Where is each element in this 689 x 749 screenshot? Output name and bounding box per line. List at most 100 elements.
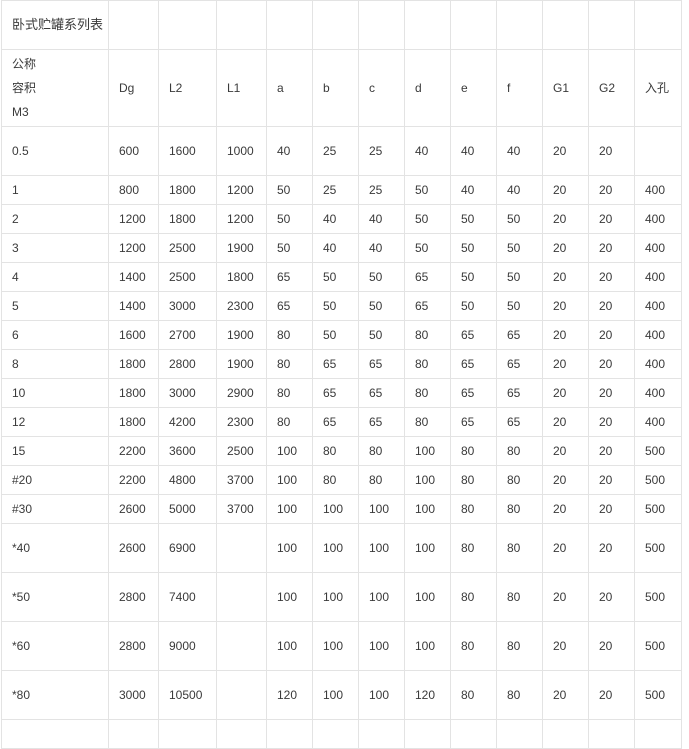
table-cell: 4800 <box>158 465 217 495</box>
table-cell: 2700 <box>158 320 217 350</box>
empty-cell <box>588 719 635 749</box>
table-cell: 2500 <box>216 436 267 466</box>
table-cell: 50 <box>450 204 497 234</box>
table-row: 1 800 1800 1200 50 25 25 50 40 40 20 20 400 <box>1 175 682 205</box>
table-cell: 400 <box>634 233 682 263</box>
table-cell: 2500 <box>158 262 217 292</box>
table-cell: 2800 <box>108 572 159 622</box>
table-cell: 400 <box>634 204 682 234</box>
table-cell: 65 <box>496 378 543 408</box>
table-cell: 65 <box>312 378 359 408</box>
table-cell: 100 <box>266 523 313 573</box>
table-cell: 3600 <box>158 436 217 466</box>
empty-cell <box>542 719 589 749</box>
table-cell: 50 <box>358 262 405 292</box>
table-cell: 100 <box>358 621 405 671</box>
table-cell: 3000 <box>108 670 159 720</box>
table-cell: 20 <box>542 175 589 205</box>
table-cell: 65 <box>312 407 359 437</box>
volume-cell: 10 <box>1 378 109 408</box>
header-cell: G1 <box>542 49 589 127</box>
table-cell: 65 <box>358 378 405 408</box>
table-cell <box>216 670 267 720</box>
table-cell: 50 <box>266 175 313 205</box>
table-cell: 1600 <box>158 126 217 176</box>
table-cell: 500 <box>634 465 682 495</box>
table-row: 10 1800 3000 2900 80 65 65 80 65 65 20 20 400 <box>1 378 682 408</box>
table-cell: 20 <box>588 465 635 495</box>
header-cell: G2 <box>588 49 635 127</box>
table-cell: 80 <box>266 349 313 379</box>
title-row: 卧式贮罐系列表 <box>1 0 682 50</box>
table-title: 卧式贮罐系列表 <box>1 0 109 50</box>
table-cell: 65 <box>450 378 497 408</box>
volume-cell: 2 <box>1 204 109 234</box>
table-cell: 100 <box>312 670 359 720</box>
table-cell: 50 <box>404 175 451 205</box>
table-cell: 20 <box>542 126 589 176</box>
table-cell: 500 <box>634 621 682 671</box>
table-cell: 20 <box>542 291 589 321</box>
table-cell: 20 <box>542 407 589 437</box>
table-cell: 80 <box>404 407 451 437</box>
table-cell: 80 <box>358 465 405 495</box>
table-cell: 100 <box>266 465 313 495</box>
table-cell: 25 <box>312 175 359 205</box>
header-cell: L2 <box>158 49 217 127</box>
table-cell: 1600 <box>108 320 159 350</box>
table-cell: 40 <box>496 175 543 205</box>
volume-cell: 5 <box>1 291 109 321</box>
header-cell: 入孔 <box>634 49 682 127</box>
table-cell: 20 <box>588 233 635 263</box>
volume-cell: 8 <box>1 349 109 379</box>
table-row: *80 3000 10500 120 100 100 120 80 80 20 20 500 <box>1 670 682 720</box>
table-cell: 20 <box>542 572 589 622</box>
table-cell: 1800 <box>108 407 159 437</box>
table-cell: 3000 <box>158 291 217 321</box>
table-cell: 1200 <box>216 175 267 205</box>
table-cell: 50 <box>312 320 359 350</box>
table-row: 8 1800 2800 1900 80 65 65 80 65 65 20 20 400 <box>1 349 682 379</box>
empty-cell <box>312 719 359 749</box>
table-cell: 400 <box>634 291 682 321</box>
table-cell: 50 <box>496 204 543 234</box>
table-cell: 80 <box>404 320 451 350</box>
empty-cell <box>266 719 313 749</box>
volume-cell: 1 <box>1 175 109 205</box>
table-cell: 20 <box>588 572 635 622</box>
table-cell: 2500 <box>158 233 217 263</box>
table-cell: 1800 <box>108 378 159 408</box>
table-cell: 80 <box>496 670 543 720</box>
table-cell: 65 <box>266 291 313 321</box>
table-cell: 1800 <box>108 349 159 379</box>
header-nominal-volume: 公称 容积 M3 <box>1 49 109 127</box>
table-cell: 80 <box>266 320 313 350</box>
volume-cell: #30 <box>1 494 109 524</box>
table-cell <box>216 572 267 622</box>
table-cell: 20 <box>542 670 589 720</box>
table-cell: 100 <box>404 572 451 622</box>
table-cell: 4200 <box>158 407 217 437</box>
table-cell: 500 <box>634 523 682 573</box>
header-cell: d <box>404 49 451 127</box>
table-cell: 7400 <box>158 572 217 622</box>
table-cell: 100 <box>266 494 313 524</box>
table-cell: 100 <box>358 523 405 573</box>
table-cell: 100 <box>266 572 313 622</box>
table-cell: 10500 <box>158 670 217 720</box>
table-cell: 2300 <box>216 407 267 437</box>
table-cell: 40 <box>496 126 543 176</box>
table-cell: 65 <box>450 349 497 379</box>
table-cell: 100 <box>266 436 313 466</box>
table-cell: 80 <box>496 465 543 495</box>
table-cell: 65 <box>358 407 405 437</box>
table-cell: 20 <box>542 349 589 379</box>
header-cell: a <box>266 49 313 127</box>
table-cell: 50 <box>404 204 451 234</box>
volume-cell: 6 <box>1 320 109 350</box>
table-cell: 500 <box>634 494 682 524</box>
empty-cell <box>634 719 682 749</box>
table-cell: 20 <box>588 291 635 321</box>
table-cell: 600 <box>108 126 159 176</box>
table-cell: 1200 <box>108 233 159 263</box>
